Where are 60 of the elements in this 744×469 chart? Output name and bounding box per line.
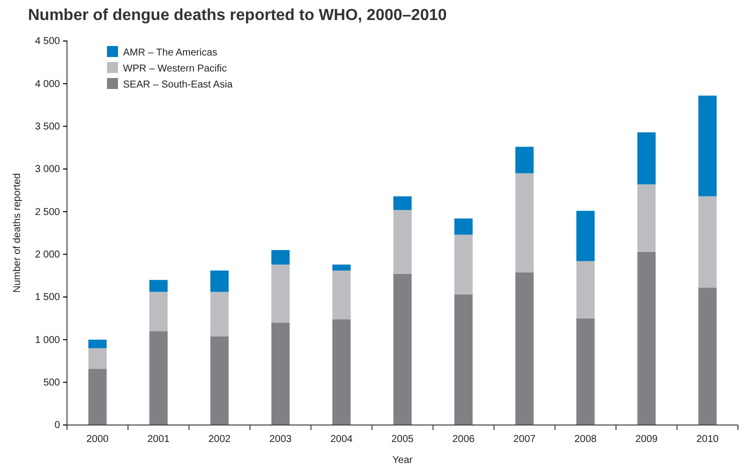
bar (88, 348, 107, 369)
y-tick-label: 2 500 (34, 206, 60, 218)
y-tick-label: 4 000 (34, 78, 60, 90)
bar (271, 322, 290, 425)
bar (149, 280, 168, 292)
x-tick-label: 2005 (391, 434, 414, 446)
bar (454, 218, 473, 235)
bar (393, 210, 412, 274)
bar (393, 274, 412, 425)
bar (637, 184, 656, 252)
x-tick-label: 2003 (269, 434, 292, 446)
x-tick-label: 2000 (86, 434, 110, 446)
x-tick-label: 2007 (513, 434, 536, 446)
y-axis-title: Number of deaths reported (12, 173, 23, 293)
bar (149, 331, 168, 425)
x-tick-label: 2006 (452, 434, 476, 446)
x-axis-title: Year (392, 455, 414, 466)
bar (515, 272, 534, 425)
y-tick-label: 500 (43, 378, 60, 389)
y-tick-label: 4 500 (34, 36, 60, 48)
bar (698, 96, 717, 196)
bar (698, 196, 717, 288)
x-tick-label: 2010 (696, 434, 720, 446)
bar (88, 340, 107, 348)
chart-title: Number of dengue deaths reported to WHO, 2000–2010 (28, 7, 447, 24)
x-tick-label: 2002 (208, 434, 232, 446)
y-tick-label: 2 000 (34, 250, 60, 261)
bar (637, 252, 656, 425)
bar (271, 264, 290, 323)
y-tick-label: 1 000 (34, 334, 60, 346)
bar (332, 270, 351, 320)
y-tick-label: 1 500 (34, 292, 60, 304)
bar (271, 250, 290, 265)
bar (637, 132, 656, 184)
legend-label: WPR – Western Pacific (123, 64, 227, 74)
bar (210, 292, 229, 336)
bar (210, 270, 229, 292)
bar (332, 264, 351, 271)
x-tick-label: 2004 (330, 434, 354, 446)
bar (515, 146, 534, 174)
bar (210, 336, 229, 425)
bar (515, 173, 534, 272)
x-tick-label: 2008 (574, 434, 598, 446)
bar (576, 210, 595, 262)
legend-label: SEAR – South-East Asia (123, 80, 233, 90)
y-tick-label: 0 (54, 420, 60, 432)
bar (393, 196, 412, 210)
bar (454, 234, 473, 294)
bar (576, 318, 595, 425)
y-tick-label: 3 000 (34, 164, 60, 176)
bar (88, 368, 107, 425)
bar (149, 292, 168, 332)
x-tick-label: 2009 (635, 434, 658, 446)
bar (454, 294, 473, 425)
legend-label: AMR – The Americas (123, 48, 218, 58)
bar (698, 288, 717, 425)
bar (332, 319, 351, 425)
bar (576, 261, 595, 318)
x-tick-label: 2001 (147, 434, 170, 446)
y-tick-label: 3 500 (34, 122, 60, 133)
